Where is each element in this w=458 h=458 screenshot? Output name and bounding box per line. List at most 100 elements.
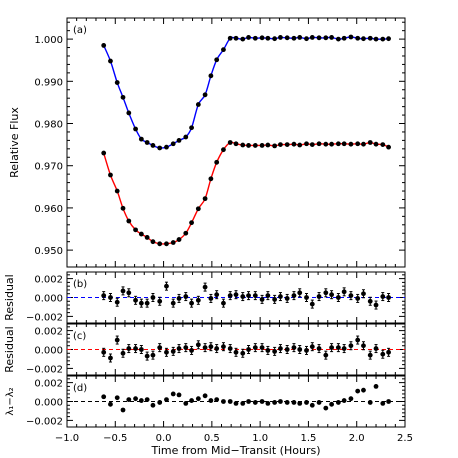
data-point [138, 300, 144, 306]
data-point [202, 284, 208, 290]
data-point [176, 237, 182, 242]
data-point [386, 399, 391, 404]
data-point [380, 294, 386, 299]
data-point [361, 343, 366, 349]
data-point [195, 342, 201, 348]
model-curve-0 [103, 36, 389, 149]
data-point [348, 141, 354, 147]
x-tick-label: 0.0 [156, 433, 172, 444]
data-point [380, 142, 386, 148]
data-point [259, 345, 265, 351]
data-point [176, 137, 182, 143]
data-point [278, 399, 283, 404]
data-point [144, 235, 150, 240]
data-point [355, 388, 361, 394]
y-tick-label: −0.002 [26, 312, 63, 323]
data-point [240, 350, 246, 356]
data-point [348, 396, 354, 402]
data-point [120, 350, 126, 356]
panel-label: (b) [73, 279, 87, 290]
data-point [373, 141, 379, 147]
data-point [272, 400, 278, 405]
data-point [233, 400, 239, 406]
data-point [291, 141, 297, 147]
data-point [176, 296, 182, 301]
data-point [133, 126, 138, 132]
data-point [164, 144, 169, 150]
data-point [227, 140, 233, 145]
data-point [157, 400, 163, 405]
data-point [183, 345, 189, 351]
data-point [101, 150, 107, 156]
x-tick-label: 2.5 [397, 433, 413, 444]
data-point [252, 293, 258, 299]
data-point [265, 293, 271, 299]
data-point [202, 92, 208, 98]
data-point [114, 299, 120, 305]
y-tick-label: −0.002 [26, 364, 63, 375]
data-point [361, 36, 366, 42]
data-point [221, 47, 226, 53]
data-point [278, 142, 283, 148]
data-point [284, 400, 290, 405]
data-point [361, 387, 366, 393]
data-point [335, 400, 341, 405]
data-point [108, 58, 113, 64]
data-point [101, 43, 107, 48]
data-point [114, 337, 120, 343]
data-point [108, 401, 113, 407]
data-point [252, 143, 258, 148]
data-point [221, 344, 226, 350]
data-point [309, 35, 315, 40]
data-point [323, 35, 329, 41]
data-point [233, 35, 239, 41]
data-point [341, 346, 347, 351]
data-point [291, 400, 297, 405]
data-point [227, 346, 233, 351]
data-point [316, 346, 322, 351]
data-point [170, 141, 176, 147]
model-curve-1 [103, 141, 389, 245]
data-point [341, 398, 347, 403]
data-point [361, 141, 366, 147]
data-point [170, 240, 176, 245]
data-point [304, 400, 309, 405]
data-point [114, 80, 120, 85]
data-point [284, 35, 290, 41]
panel-label: (a) [73, 25, 87, 36]
data-point [272, 143, 278, 149]
panel-label: (d) [73, 383, 87, 394]
data-point [246, 35, 251, 40]
data-point [373, 302, 379, 308]
data-point [195, 396, 201, 402]
data-point [272, 296, 278, 302]
data-point [208, 176, 214, 182]
data-point [335, 36, 341, 42]
y-tick-label: 0.002 [34, 275, 63, 286]
data-point [316, 400, 322, 405]
y-tick-label: 1.000 [34, 35, 63, 46]
data-point [323, 290, 329, 296]
data-point [120, 94, 126, 100]
data-point [386, 349, 391, 355]
data-point [329, 292, 335, 298]
y-axis-label: λ₁−λ₂ [5, 387, 16, 415]
data-point [164, 241, 169, 247]
data-point [265, 348, 271, 353]
y-tick-label: 0.000 [34, 398, 63, 409]
data-point [246, 143, 251, 148]
data-point [176, 346, 182, 351]
data-point [170, 391, 176, 397]
data-point [133, 297, 138, 303]
data-point [272, 36, 278, 42]
data-point [252, 35, 258, 41]
data-point [240, 142, 246, 148]
data-point [265, 35, 271, 41]
data-point [240, 294, 246, 299]
data-point [367, 298, 373, 304]
data-point [138, 398, 144, 403]
data-point [144, 300, 150, 306]
data-point [157, 145, 163, 151]
data-point [297, 290, 303, 296]
data-point [202, 393, 208, 399]
